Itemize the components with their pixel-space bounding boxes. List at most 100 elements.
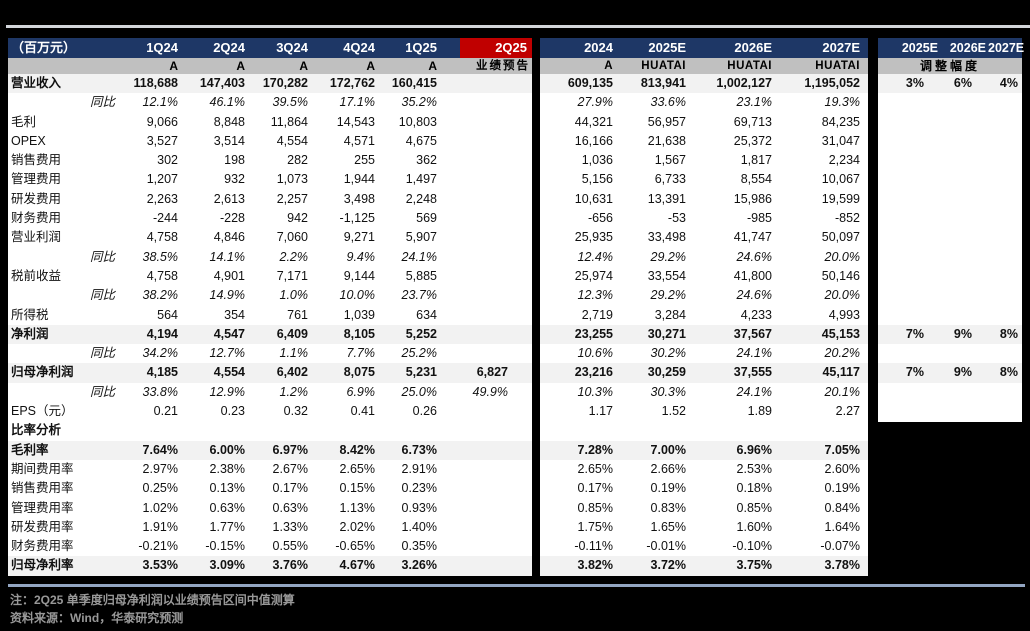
- cell: 12.9%: [209, 384, 245, 399]
- table-row: [878, 306, 1022, 325]
- annual-header-row: 2024 2025E 2026E 2027E: [540, 38, 868, 58]
- cell: -53: [667, 211, 686, 226]
- cell: 23,255: [574, 326, 613, 341]
- cell: [437, 499, 532, 518]
- cell: 1.60%: [736, 519, 772, 534]
- cell: [437, 170, 532, 189]
- table-row: 16,166 21,638 25,372 31,047: [540, 132, 868, 151]
- cell: [437, 132, 532, 151]
- cell: [988, 151, 1022, 170]
- cell: [988, 402, 1022, 421]
- cell: [940, 228, 988, 247]
- row-label: OPEX: [11, 133, 46, 148]
- cell: 69,713: [733, 114, 772, 129]
- cell: [178, 421, 245, 440]
- cell: 1.40%: [401, 519, 437, 534]
- cell: [988, 93, 1022, 112]
- table-row: 23,255 30,271 37,567 45,153: [540, 324, 868, 345]
- cell: 0.13%: [209, 481, 245, 496]
- cell: 12.3%: [577, 288, 613, 303]
- table-row: [878, 383, 1022, 402]
- cell: [437, 479, 532, 498]
- table-row: EPS（元） 0.21 0.23 0.32 0.41 0.26: [8, 402, 532, 421]
- cell: [878, 132, 940, 151]
- cell: 25,372: [733, 133, 772, 148]
- cell: -1,125: [339, 211, 375, 226]
- col-subheader: A: [299, 59, 308, 73]
- cell: [437, 190, 532, 209]
- row-label: 管理费用率: [11, 500, 74, 515]
- cell: [437, 248, 532, 267]
- adjustment-body: 3% 6% 4% 7% 9% 8% 7% 9% 8%: [878, 74, 1022, 421]
- cell: 170,282: [262, 76, 308, 90]
- cell: [940, 306, 988, 325]
- cell: 172,762: [329, 76, 375, 90]
- cell: [878, 383, 940, 402]
- cell: 8,105: [343, 326, 375, 341]
- table-row: 2,719 3,284 4,233 4,993: [540, 306, 868, 325]
- cell: 20.0%: [824, 288, 860, 303]
- cell: 50,146: [821, 268, 860, 283]
- cell: 160,415: [391, 76, 437, 90]
- cell: [437, 267, 532, 286]
- cell: 6,402: [276, 365, 308, 380]
- cell: 9.4%: [346, 249, 376, 264]
- cell: 6.97%: [272, 442, 308, 457]
- cell: 23.1%: [736, 95, 772, 110]
- cell: [878, 190, 940, 209]
- cell: 8.42%: [339, 442, 375, 457]
- table-row: [878, 132, 1022, 151]
- cell: 7%: [905, 365, 924, 380]
- cell: 0.23%: [401, 481, 437, 496]
- cell: 4,901: [213, 268, 245, 283]
- cell: -852: [834, 211, 860, 226]
- cell: 6,409: [276, 326, 308, 341]
- cell: 2.97%: [142, 461, 178, 476]
- table-row: 12.3% 29.2% 24.6% 20.0%: [540, 286, 868, 305]
- cell: 37,567: [733, 326, 772, 341]
- cell: 15,986: [733, 191, 772, 206]
- annual-panel: 2024 2025E 2026E 2027E A HUATAI HUATAI HUATAI …: [540, 38, 868, 576]
- col-header: 2024: [584, 40, 613, 55]
- cell: [437, 151, 532, 170]
- cell: 8,075: [343, 365, 375, 380]
- cell: -0.07%: [820, 539, 860, 554]
- cell: [878, 344, 940, 363]
- cell: 3,498: [343, 191, 375, 206]
- cell: 3.78%: [824, 558, 860, 573]
- cell: 4,993: [828, 307, 860, 322]
- table-row: 同比 33.8% 12.9% 1.2% 6.9% 25.0% 49.9%: [8, 383, 532, 402]
- cell: 8,848: [213, 114, 245, 129]
- cell: 12.1%: [142, 95, 178, 110]
- cell: [940, 93, 988, 112]
- table-row: 609,135 813,941 1,002,127 1,195,052: [540, 74, 868, 94]
- table-row: 12.4% 29.2% 24.6% 20.0%: [540, 248, 868, 267]
- cell: 5,885: [405, 268, 437, 283]
- table-row: [878, 93, 1022, 112]
- cell: 4,758: [146, 268, 178, 283]
- cell: 1,567: [654, 153, 686, 168]
- cell: 3.53%: [142, 558, 178, 573]
- row-label: 财务费用: [11, 211, 62, 226]
- col-subheader: HUATAI: [727, 60, 772, 72]
- cell: [940, 170, 988, 189]
- cell: 2.65%: [339, 461, 375, 476]
- cell: 147,403: [199, 76, 245, 90]
- cell: 932: [224, 172, 245, 187]
- cell: 3.72%: [650, 558, 686, 573]
- table-row: [878, 228, 1022, 247]
- cell: 2.67%: [272, 461, 308, 476]
- cell: 27.9%: [577, 95, 613, 110]
- unit-label: （百万元）: [11, 40, 77, 55]
- cell: 56,957: [647, 114, 686, 129]
- footnote-source: 资料来源：Wind，华泰研究预测: [10, 611, 184, 625]
- cell: 8%: [999, 326, 1018, 341]
- cell: 1.77%: [209, 519, 245, 534]
- cell: [437, 74, 532, 93]
- cell: -0.10%: [732, 539, 772, 554]
- cell: [878, 209, 940, 228]
- cell: 198: [224, 153, 245, 168]
- cell: 6.00%: [209, 442, 245, 457]
- row-label: 同比: [89, 95, 115, 110]
- cell: [940, 113, 988, 132]
